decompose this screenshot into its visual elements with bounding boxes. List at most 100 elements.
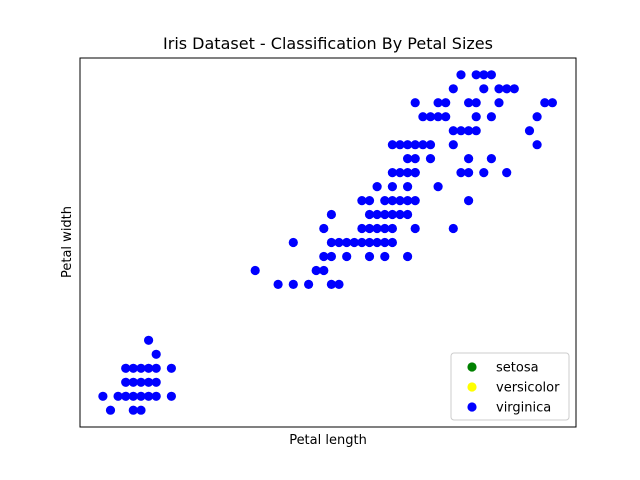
x-axis-label: Petal length [289,433,367,448]
chart-title: Iris Dataset - Classification By Petal S… [163,34,493,53]
legend-label-setosa: setosa [496,361,539,376]
data-point [479,70,489,80]
data-point [105,405,116,415]
data-point [288,279,298,289]
data-point [326,209,336,220]
data-point [326,237,336,248]
data-point [418,112,428,122]
data-point [471,70,481,80]
data-point [364,251,375,262]
data-point [403,168,413,178]
data-point [403,154,413,164]
data-point [433,182,443,192]
data-point [273,279,283,289]
data-point [502,84,512,94]
data-point [448,223,458,234]
data-point [494,84,504,94]
data-point [334,237,344,248]
data-point [410,154,420,164]
y-axis-label: Petal width [60,206,75,278]
data-point [98,391,108,401]
data-point [502,168,512,178]
data-point [387,223,397,234]
data-point [395,209,405,220]
data-point [524,126,535,136]
data-point [372,182,382,192]
data-point [136,377,146,387]
data-point [250,265,260,276]
data-point [166,391,176,401]
data-point [403,182,413,192]
data-point [464,98,474,108]
data-point [121,363,131,373]
data-point [304,279,314,289]
data-point [136,405,146,415]
data-point [540,98,550,108]
data-point [387,237,397,248]
data-point [128,405,138,415]
data-point [448,84,458,94]
legend-box [450,352,570,421]
data-point [380,237,390,248]
data-point [326,279,336,289]
data-point [364,196,375,206]
data-point [448,140,458,150]
data-point [372,223,382,234]
data-point [387,182,397,192]
data-point [410,98,420,108]
data-point [456,126,466,136]
data-point [410,168,420,178]
data-point [471,126,481,136]
data-point [464,168,474,178]
data-point [395,196,405,206]
legend-label-virginica: virginica [496,401,551,416]
data-point [364,209,375,220]
data-point [372,237,382,248]
data-point [425,140,436,150]
data-point [144,335,154,345]
legend-label-versicolor: versicolor [496,381,560,396]
data-point [471,112,481,122]
data-point [136,363,146,373]
data-point [441,98,451,108]
data-point [403,140,413,150]
data-point [364,237,375,248]
data-point [410,140,420,150]
data-point [372,209,382,220]
data-point [403,251,413,262]
data-point [464,154,474,164]
data-point [319,251,329,262]
data-point [486,154,496,164]
legend-marker-versicolor [467,382,477,392]
data-point [128,391,138,401]
data-point [319,223,329,234]
data-point [288,237,298,248]
data-point [342,251,352,262]
data-point [380,196,390,206]
data-point [151,391,161,401]
data-point [471,98,481,108]
data-point [494,98,504,108]
data-point [448,126,458,136]
data-point [121,377,131,387]
data-point [387,168,397,178]
data-point [357,196,367,206]
data-point [144,391,154,401]
data-point [532,112,542,122]
data-point [403,196,413,206]
data-point [387,209,397,220]
data-point [364,223,375,234]
data-point [425,112,436,122]
data-point [349,237,359,248]
data-point [380,209,390,220]
data-point [410,196,420,206]
legend: setosa versicolor virginica [450,352,570,421]
data-point [464,196,474,206]
data-point [456,70,466,80]
data-point [326,251,336,262]
data-point [387,196,397,206]
data-point [380,251,390,262]
data-point [395,168,405,178]
data-point [334,279,344,289]
